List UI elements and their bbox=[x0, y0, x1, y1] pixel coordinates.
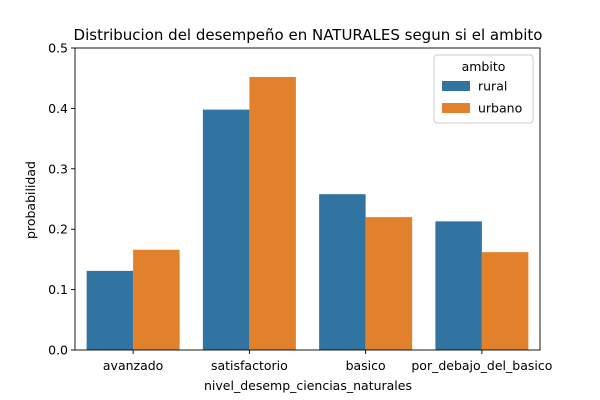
legend-swatch-rural bbox=[442, 81, 470, 91]
bar-rural-basico bbox=[319, 194, 366, 350]
y-tick-label: 0.3 bbox=[48, 161, 68, 176]
y-tick-label: 0.5 bbox=[48, 41, 68, 56]
y-tick-label: 0.0 bbox=[48, 343, 68, 358]
y-tick-label: 0.1 bbox=[48, 282, 68, 297]
plot-area: 0.0 0.1 0.2 0.3 0.4 0.5 avanzado satisfactorio b… bbox=[48, 41, 552, 374]
bar-urbano-avanzado bbox=[133, 249, 180, 350]
legend-title: ambito bbox=[462, 59, 506, 74]
x-tick-label-por_debajo_del_basico: por_debajo_del_basico bbox=[411, 358, 552, 373]
legend: ambito rural urbano bbox=[433, 54, 534, 124]
bar-urbano-por_debajo_del_basico bbox=[481, 252, 529, 350]
plot-frame bbox=[74, 47, 541, 351]
bar-urbano-satisfactorio bbox=[249, 76, 296, 351]
legend-label-rural: rural bbox=[478, 79, 507, 94]
x-axis-label: nivel_desemp_ciencias_naturales bbox=[204, 378, 412, 393]
legend-swatch-urbano bbox=[442, 103, 470, 113]
y-tick-label: 0.2 bbox=[48, 222, 68, 237]
y-axis-label: probabilidad bbox=[23, 161, 38, 239]
x-tick-label-basico: basico bbox=[346, 358, 386, 373]
bar-rural-satisfactorio bbox=[202, 109, 250, 350]
chart-title: Distribucion del desempeño en NATURALES … bbox=[74, 26, 543, 44]
y-tick-label: 0.4 bbox=[48, 101, 68, 116]
legend-label-urbano: urbano bbox=[478, 101, 522, 116]
bar-rural-avanzado bbox=[86, 270, 134, 350]
bar-urbano-basico bbox=[365, 217, 413, 350]
x-tick-label-avanzado: avanzado bbox=[103, 358, 163, 373]
bar-rural-por_debajo_del_basico bbox=[435, 221, 482, 350]
x-tick-label-satisfactorio: satisfactorio bbox=[211, 358, 288, 373]
